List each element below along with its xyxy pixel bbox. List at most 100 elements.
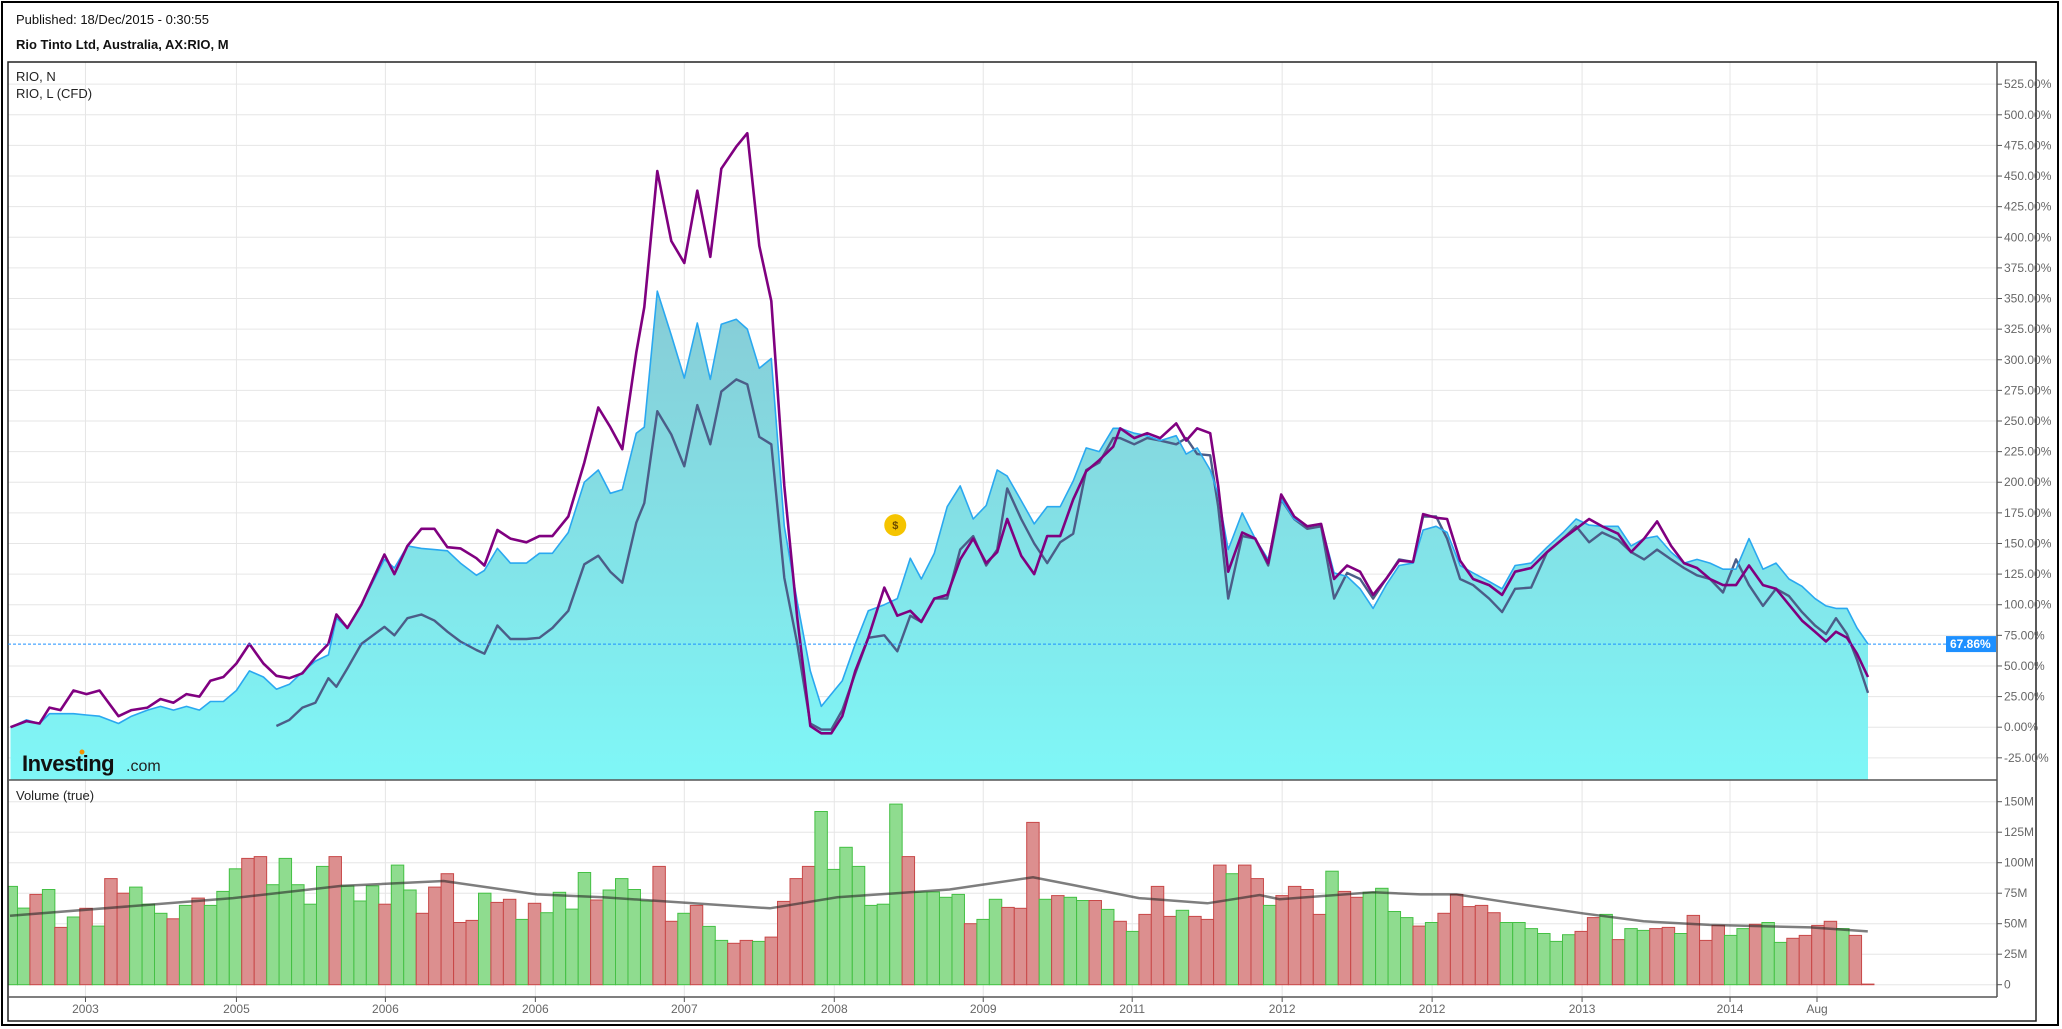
volume-bar-down[interactable] [1437, 912, 1451, 986]
volume-bar-down[interactable] [664, 920, 679, 986]
volume-bar-down[interactable] [1113, 920, 1127, 986]
volume-bar-up[interactable] [403, 889, 417, 986]
volume-bar-down[interactable] [1449, 893, 1464, 986]
volume-bar-down[interactable] [1337, 890, 1352, 986]
volume-bar-up[interactable] [577, 872, 592, 986]
volume-bar-up[interactable] [340, 885, 355, 986]
volume-bar-down[interactable] [1474, 904, 1489, 986]
volume-bar-down[interactable] [1823, 920, 1838, 986]
volume-bar-down[interactable] [1200, 918, 1215, 986]
volume-bar-up[interactable] [515, 918, 529, 986]
volume-bar-up[interactable] [365, 885, 380, 986]
volume-bar-down[interactable] [104, 878, 118, 986]
legend-rio-n[interactable]: RIO, N [16, 69, 56, 84]
volume-bar-up[interactable] [851, 865, 866, 986]
volume-bar-down[interactable] [1287, 885, 1302, 986]
volume-bar-up[interactable] [1101, 908, 1115, 986]
volume-bar-down[interactable] [1811, 924, 1825, 986]
volume-bar-up[interactable] [478, 892, 492, 986]
volume-bar-down[interactable] [1088, 900, 1102, 986]
volume-bar-down[interactable] [1611, 939, 1626, 986]
volume-bar-up[interactable] [1387, 911, 1402, 986]
volume-bar-up[interactable] [615, 878, 629, 986]
volume-bar-down[interactable] [1711, 924, 1725, 986]
volume-bar-up[interactable] [1549, 940, 1563, 986]
volume-bar-up[interactable] [1400, 917, 1414, 986]
volume-bar-up[interactable] [752, 940, 766, 986]
volume-bar-down[interactable] [1275, 895, 1289, 986]
volume-bar-up[interactable] [1599, 913, 1613, 986]
volume-bar-down[interactable] [1661, 926, 1676, 986]
series-line-third[interactable] [275, 378, 1870, 731]
volume-bar-up[interactable] [129, 886, 143, 986]
volume-bar-up[interactable] [17, 907, 31, 986]
volume-bar-down[interactable] [963, 923, 978, 986]
volume-bar-down[interactable] [490, 901, 504, 986]
volume-bar-down[interactable] [1026, 821, 1040, 986]
volume-bar-down[interactable] [465, 919, 479, 986]
volume-bar-up[interactable] [702, 925, 716, 986]
volume-bar-down[interactable] [1798, 934, 1813, 986]
volume-bar-up[interactable] [178, 904, 193, 986]
volume-bar-up[interactable] [951, 893, 965, 986]
volume-bar-up[interactable] [1512, 922, 1526, 986]
volume-bar-up[interactable] [540, 912, 554, 986]
volume-bar-up[interactable] [1325, 870, 1339, 986]
volume-bar-up[interactable] [1761, 922, 1775, 986]
volume-bar-down[interactable] [1586, 917, 1601, 986]
volume-bar-down[interactable] [440, 873, 455, 986]
volume-bar-down[interactable] [1163, 915, 1177, 986]
volume-bar-up[interactable] [154, 912, 168, 986]
volume-bar-up[interactable] [876, 903, 891, 986]
volume-bar-up[interactable] [141, 903, 156, 986]
volume-bar-up[interactable] [228, 868, 243, 986]
volume-bar-up[interactable] [1562, 934, 1576, 986]
volume-bar-down[interactable] [241, 857, 255, 986]
volume-bar-down[interactable] [1748, 923, 1763, 986]
volume-bar-up[interactable] [266, 884, 280, 986]
volume-bar-down[interactable] [453, 922, 467, 986]
volume-bar-down[interactable] [764, 936, 779, 986]
volume-bar-up[interactable] [291, 884, 305, 986]
volume-bar-down[interactable] [1051, 895, 1065, 986]
volume-bar-up[interactable] [1624, 928, 1638, 986]
volume-bar-up[interactable] [1724, 934, 1738, 986]
volume-bar-up[interactable] [1499, 922, 1514, 986]
volume-bar-up[interactable] [602, 889, 617, 986]
volume-bar-up[interactable] [1225, 873, 1240, 986]
volume-bar-down[interactable] [79, 907, 93, 986]
volume-bar-up[interactable] [565, 908, 579, 986]
volume-bar-up[interactable] [976, 918, 990, 986]
volume-bar-down[interactable] [1462, 906, 1476, 986]
volume-bar-up[interactable] [1674, 933, 1688, 986]
volume-bar-up[interactable] [1537, 933, 1551, 986]
volume-bar-up[interactable] [1063, 896, 1078, 986]
volume-bar-down[interactable] [1848, 934, 1863, 986]
volume-bar-up[interactable] [1736, 928, 1750, 986]
volume-bar-up[interactable] [839, 846, 853, 986]
volume-bar-down[interactable] [1861, 983, 1875, 986]
volume-bar-up[interactable] [1038, 898, 1053, 986]
volume-bar-up[interactable] [353, 900, 367, 986]
volume-bar-down[interactable] [1312, 913, 1327, 986]
volume-bar-down[interactable] [253, 856, 268, 986]
volume-bar-down[interactable] [502, 898, 517, 986]
volume-bar-down[interactable] [527, 902, 542, 986]
series-line-rio-l-cfd[interactable] [10, 290, 1869, 728]
volume-bar-up[interactable] [1175, 909, 1190, 986]
volume-bar-up[interactable] [1636, 929, 1651, 986]
volume-bar-down[interactable] [1412, 925, 1426, 986]
volume-bar-down[interactable] [1150, 885, 1165, 986]
volume-bar-up[interactable] [677, 912, 691, 986]
volume-bar-down[interactable] [789, 878, 803, 986]
volume-bar-down[interactable] [739, 939, 754, 986]
dividend-marker-icon[interactable] [884, 514, 907, 537]
volume-bar-up[interactable] [1424, 922, 1439, 986]
volume-bar-down[interactable] [689, 904, 704, 986]
volume-bar-down[interactable] [1188, 915, 1202, 986]
volume-bar-down[interactable] [1686, 914, 1701, 986]
volume-bar-up[interactable] [303, 903, 317, 986]
volume-bar-up[interactable] [203, 904, 218, 986]
volume-bar-up[interactable] [914, 891, 928, 986]
volume-bar-up[interactable] [988, 898, 1003, 986]
